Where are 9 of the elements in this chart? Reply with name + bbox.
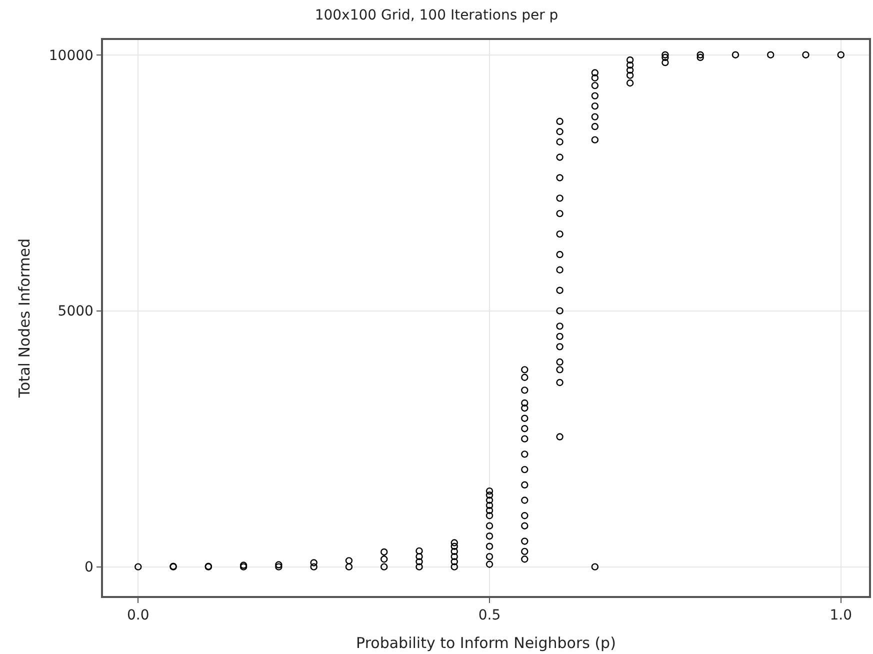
chart-title: 100x100 Grid, 100 Iterations per p <box>314 8 558 24</box>
x-tick-label: 0.0 <box>127 608 150 624</box>
y-tick-label: 5000 <box>58 304 94 320</box>
x-axis-title: Probability to Inform Neighbors (p) <box>356 634 616 652</box>
y-tick-label: 0 <box>84 560 94 576</box>
x-tick-label: 0.5 <box>478 608 501 624</box>
y-axis-title: Total Nodes Informed <box>16 238 34 399</box>
x-tick-label: 1.0 <box>830 608 852 624</box>
y-tick-label: 10000 <box>48 48 94 64</box>
